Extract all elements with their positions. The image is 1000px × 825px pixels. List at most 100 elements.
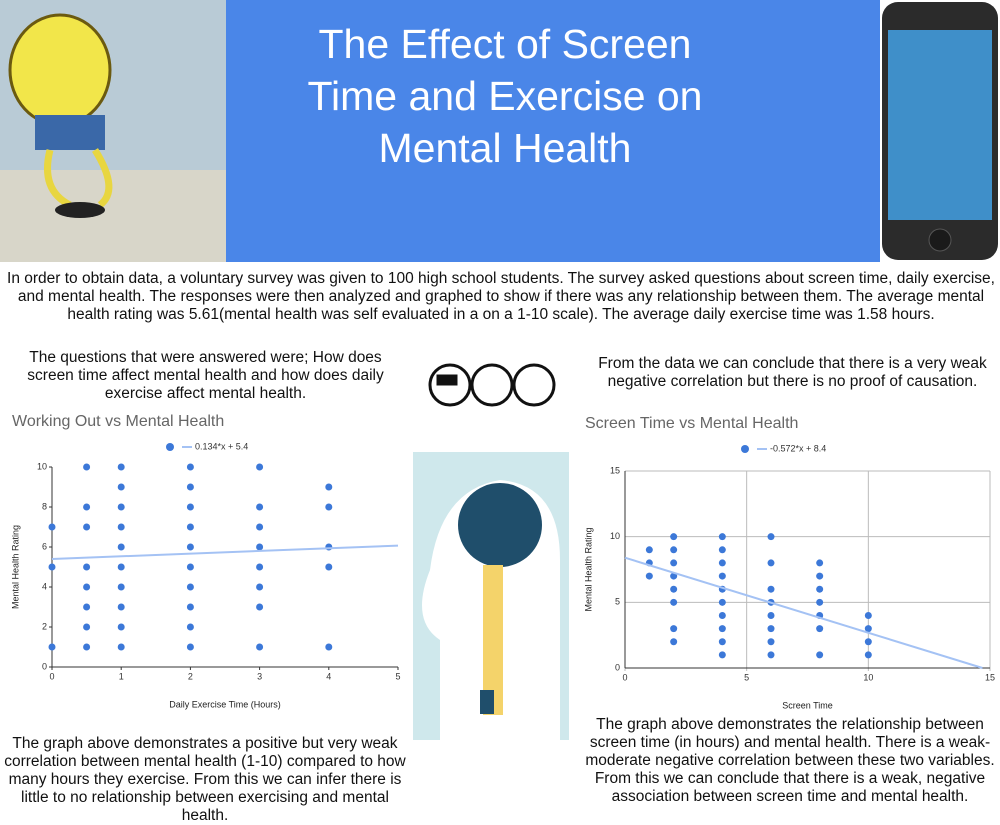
point [718, 533, 726, 541]
point [816, 559, 824, 567]
point [186, 583, 194, 591]
point [718, 559, 726, 567]
point [186, 463, 194, 471]
point [325, 543, 333, 551]
chart-background [0, 405, 410, 725]
y-tick-label: 4 [42, 581, 47, 591]
x-tick-label: 0 [622, 672, 627, 682]
point [670, 533, 678, 541]
point [256, 543, 264, 551]
point [325, 563, 333, 571]
point [186, 503, 194, 511]
legend-marker [741, 445, 749, 453]
x-tick-label: 5 [744, 672, 749, 682]
point [186, 563, 194, 571]
caption-left: The graph above demonstrates a positive … [4, 735, 406, 824]
x-axis-label: Daily Exercise Time (Hours) [169, 699, 281, 709]
x-tick-label: 10 [863, 672, 873, 682]
x-tick-label: 0 [49, 671, 54, 681]
point [325, 643, 333, 651]
x-tick-label: 1 [119, 671, 124, 681]
point [83, 583, 91, 591]
conclusion: From the data we can conclude that there… [598, 355, 987, 390]
y-tick-label: 15 [610, 465, 620, 475]
point [186, 543, 194, 551]
brain-image [413, 452, 569, 740]
point [48, 643, 56, 651]
chart-title: Screen Time vs Mental Health [585, 415, 798, 432]
chart-title: Working Out vs Mental Health [12, 413, 224, 430]
y-axis-label: Mental Health Rating [10, 525, 20, 609]
point [48, 523, 56, 531]
x-tick-label: 5 [395, 671, 400, 681]
point [670, 572, 678, 580]
x-tick-label: 3 [257, 671, 262, 681]
point [864, 611, 872, 619]
point [117, 503, 125, 511]
point [83, 643, 91, 651]
point [864, 651, 872, 659]
point [256, 523, 264, 531]
point [325, 483, 333, 491]
trend-line [51, 544, 399, 560]
point [256, 463, 264, 471]
point [767, 611, 775, 619]
point [325, 503, 333, 511]
point [718, 572, 726, 580]
intro: In order to obtain data, a voluntary sur… [7, 270, 995, 323]
point [670, 598, 678, 606]
point [83, 603, 91, 611]
point [670, 546, 678, 554]
legend-marker [166, 443, 174, 451]
poster-graphics: Working Out vs Mental Health 0 2 4 6 8 10 0 1 2 3 4… [0, 0, 1000, 740]
point [186, 483, 194, 491]
point [816, 598, 824, 606]
point [186, 603, 194, 611]
point [718, 611, 726, 619]
y-tick-label: 10 [37, 461, 47, 471]
x-tick-label: 15 [985, 672, 995, 682]
point [864, 625, 872, 633]
point [256, 503, 264, 511]
point [816, 585, 824, 593]
title: The Effect of Screen Time and Exercise o… [307, 21, 703, 171]
point [645, 546, 653, 554]
point [645, 572, 653, 580]
trend-line [624, 556, 983, 669]
point [83, 563, 91, 571]
legend-label: 0.134*x + 5.4 [195, 441, 248, 451]
header-band [226, 0, 880, 262]
x-tick-label: 2 [188, 671, 193, 681]
point [117, 583, 125, 591]
point [256, 583, 264, 591]
phone-image [880, 0, 1000, 262]
point [767, 638, 775, 646]
point [670, 585, 678, 593]
point [117, 603, 125, 611]
x-axis-label: Screen Time [782, 700, 833, 710]
point [256, 603, 264, 611]
y-tick-label: 5 [615, 597, 620, 607]
point [117, 483, 125, 491]
point [48, 563, 56, 571]
y-tick-label: 10 [610, 531, 620, 541]
y-tick-label: 0 [42, 661, 47, 671]
y-tick-label: 2 [42, 621, 47, 631]
point [117, 643, 125, 651]
point [83, 463, 91, 471]
y-tick-label: 8 [42, 501, 47, 511]
point [83, 623, 91, 631]
point [256, 643, 264, 651]
point [670, 559, 678, 567]
chart-background [575, 405, 1000, 715]
point [767, 585, 775, 593]
legend-label: -0.572*x + 8.4 [770, 443, 826, 453]
y-axis-label: Mental Health Rating [583, 527, 593, 611]
point [718, 651, 726, 659]
point [117, 563, 125, 571]
point [256, 563, 264, 571]
questions: The questions that were answered were; H… [27, 349, 384, 402]
point [718, 638, 726, 646]
point [718, 598, 726, 606]
